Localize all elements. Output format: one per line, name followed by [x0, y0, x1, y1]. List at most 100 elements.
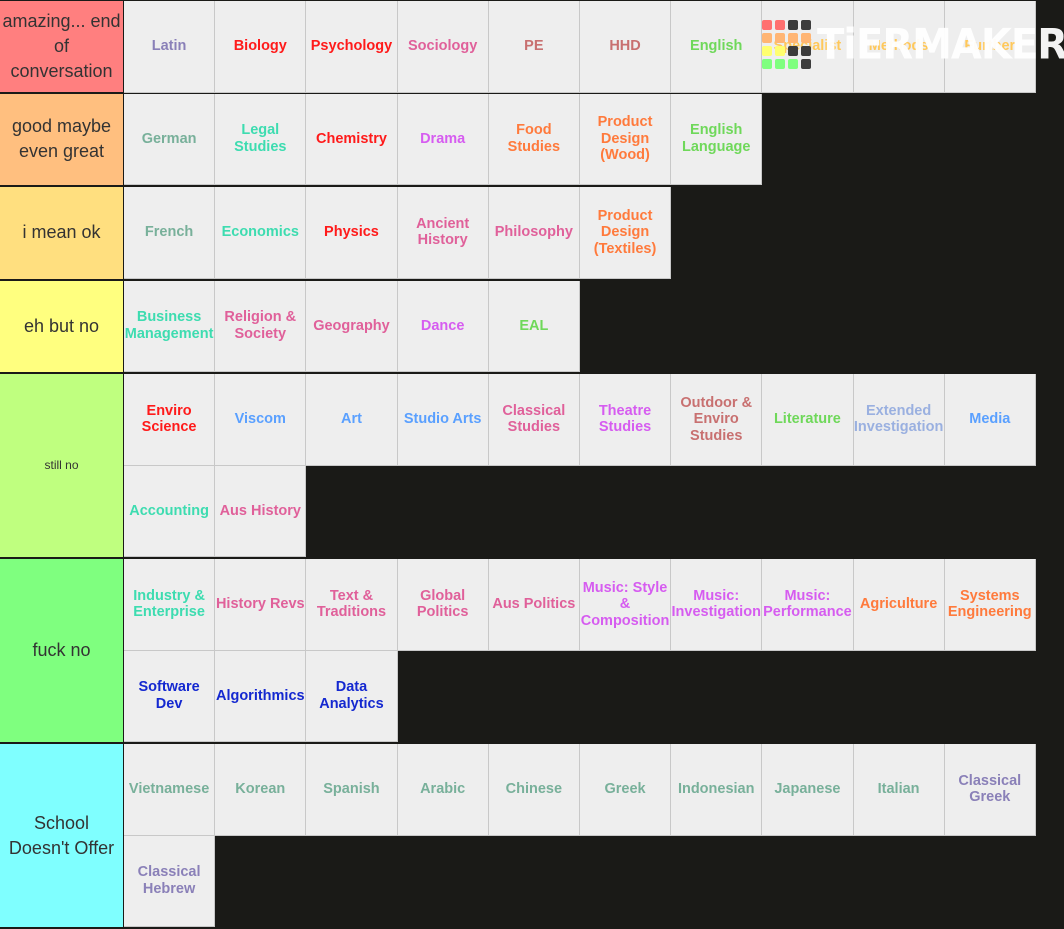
tier-item-label: German: [141, 130, 197, 147]
tier-label[interactable]: School Doesn't Offer: [0, 744, 124, 927]
tier-item-label: Data Analytics: [319, 679, 384, 712]
tier-item[interactable]: Indonesian: [671, 744, 763, 836]
tier-label[interactable]: fuck no: [0, 559, 124, 742]
tier-item-label: Outdoor & Enviro Studies: [680, 394, 753, 444]
tier-row: eh but no Business Management Religion & S…: [0, 280, 1064, 374]
tier-row: fuck no Industry & Enterprise History Revs…: [0, 559, 1064, 744]
tier-item[interactable]: Japanese: [762, 744, 854, 836]
tier-item[interactable]: Philosophy: [488, 187, 580, 279]
tier-item[interactable]: Studio Arts: [397, 374, 489, 466]
tier-items-container: German Legal Studies Chemistry Drama Food St…: [124, 93, 1036, 185]
tier-item-label: Arabic: [420, 781, 466, 797]
tier-item-label: Global Politics: [416, 587, 469, 621]
tier-item[interactable]: Outdoor & Enviro Studies: [671, 374, 763, 466]
tier-item[interactable]: Enviro Science: [124, 374, 216, 466]
tier-item-label: French: [144, 224, 194, 240]
tier-label[interactable]: i mean ok: [0, 187, 124, 279]
tier-item[interactable]: Physics: [306, 187, 398, 279]
tier-item-label: History Revs: [215, 596, 305, 612]
tier-item[interactable]: Food Studies: [488, 93, 580, 185]
tier-item[interactable]: Accounting: [124, 465, 216, 557]
tier-item[interactable]: Sociology: [397, 1, 489, 93]
tier-item[interactable]: Product Design (Wood): [579, 93, 672, 185]
tier-item[interactable]: Extended Investigation: [853, 374, 945, 466]
tier-row: School Doesn't Offer Vietnamese Korean Span…: [0, 744, 1064, 929]
tier-label[interactable]: eh but no: [0, 280, 124, 372]
tier-item[interactable]: Agriculture: [853, 559, 945, 651]
tier-item[interactable]: Software Dev: [124, 650, 216, 742]
tier-item[interactable]: Biology: [215, 1, 307, 93]
tier-item-label: Chinese: [505, 781, 563, 797]
tier-item[interactable]: Classical Studies: [488, 374, 580, 466]
tier-item[interactable]: Literature: [762, 374, 854, 466]
tier-row: still no Enviro Science Viscom Art Studio Ar…: [0, 374, 1064, 559]
tier-item[interactable]: Methods: [853, 1, 945, 93]
tier-item[interactable]: Latin: [124, 1, 216, 93]
tier-item[interactable]: Greek: [579, 744, 672, 836]
tier-item[interactable]: EAL: [488, 280, 580, 372]
tier-item-label: Japanese: [774, 781, 841, 797]
tier-item[interactable]: Systems Engineering: [944, 559, 1036, 651]
tier-item[interactable]: Music: Performance: [762, 559, 854, 651]
tier-item[interactable]: PE: [488, 1, 580, 93]
tier-item[interactable]: Product Design (Textiles): [579, 187, 672, 279]
tier-row: good maybe even great German Legal Studies…: [0, 93, 1064, 187]
tier-item[interactable]: Geography: [306, 280, 398, 372]
tier-item[interactable]: Arabic: [397, 744, 489, 836]
tier-item-label: Specialist: [773, 38, 842, 54]
tier-item[interactable]: Ancient History: [397, 187, 489, 279]
tier-item[interactable]: Industry & Enterprise: [124, 559, 216, 651]
tier-label[interactable]: amazing... end of conversation: [0, 1, 124, 92]
tier-item[interactable]: Music: Investigation: [671, 559, 763, 651]
tier-item[interactable]: Music: Style & Composition: [579, 559, 672, 651]
tier-label[interactable]: still no: [0, 374, 124, 557]
tier-item-label: Classical Studies: [502, 402, 566, 436]
tier-item[interactable]: HHD: [579, 1, 672, 93]
tier-item[interactable]: Specialist: [762, 1, 854, 93]
tier-item-label: Product Design (Textiles): [593, 207, 657, 257]
tier-item[interactable]: Chemistry: [306, 93, 398, 185]
tier-item[interactable]: Psychology: [306, 1, 398, 93]
tier-item[interactable]: Korean: [215, 744, 307, 836]
tier-item-label: Studio Arts: [403, 411, 482, 427]
tier-item-label: Economics: [221, 224, 299, 240]
tier-item[interactable]: Media: [944, 374, 1036, 466]
tier-item[interactable]: German: [124, 93, 216, 185]
tier-item-label: Latin: [151, 38, 187, 54]
tier-item-label: Agriculture: [859, 596, 938, 612]
tier-item[interactable]: Algorithmics: [215, 650, 307, 742]
tier-item[interactable]: Viscom: [215, 374, 307, 466]
tier-item[interactable]: Legal Studies: [215, 93, 307, 185]
tier-item[interactable]: Aus Politics: [488, 559, 580, 651]
tier-item[interactable]: French: [124, 187, 216, 279]
tier-item[interactable]: Data Analytics: [306, 650, 398, 742]
tier-item[interactable]: Spanish: [306, 744, 398, 836]
tier-row: amazing... end of conversation Latin Biolo…: [0, 0, 1064, 94]
tier-item-label: Art: [340, 411, 362, 427]
tier-item-label: Further: [964, 38, 1016, 54]
tier-item-label: Algorithmics: [215, 687, 305, 704]
tier-item[interactable]: Chinese: [488, 744, 580, 836]
tier-item[interactable]: Dance: [397, 280, 489, 372]
tier-item[interactable]: Drama: [397, 93, 489, 185]
tier-items-container: Enviro Science Viscom Art Studio Arts Classi…: [124, 374, 1036, 557]
tier-item[interactable]: English Language: [671, 93, 763, 185]
tier-item[interactable]: Classical Greek: [944, 744, 1036, 836]
tier-item[interactable]: Business Management: [124, 280, 216, 372]
tier-item[interactable]: Global Politics: [397, 559, 489, 651]
tier-item-label: Aus Politics: [492, 596, 576, 612]
tier-item[interactable]: Economics: [215, 187, 307, 279]
tier-item[interactable]: Aus History: [215, 465, 307, 557]
tier-item[interactable]: English: [671, 1, 763, 93]
tier-label[interactable]: good maybe even great: [0, 93, 124, 185]
tier-item[interactable]: Vietnamese: [124, 744, 216, 836]
tier-item-label: Greek: [604, 781, 646, 797]
tier-item[interactable]: Italian: [853, 744, 945, 836]
tier-item[interactable]: Classical Hebrew: [124, 835, 216, 927]
tier-item[interactable]: Further: [944, 1, 1036, 93]
tier-item[interactable]: History Revs: [215, 559, 307, 651]
tier-item[interactable]: Theatre Studies: [579, 374, 672, 466]
tier-item[interactable]: Text & Traditions: [306, 559, 398, 651]
tier-item[interactable]: Art: [306, 374, 398, 466]
tier-item[interactable]: Religion & Society: [215, 280, 307, 372]
